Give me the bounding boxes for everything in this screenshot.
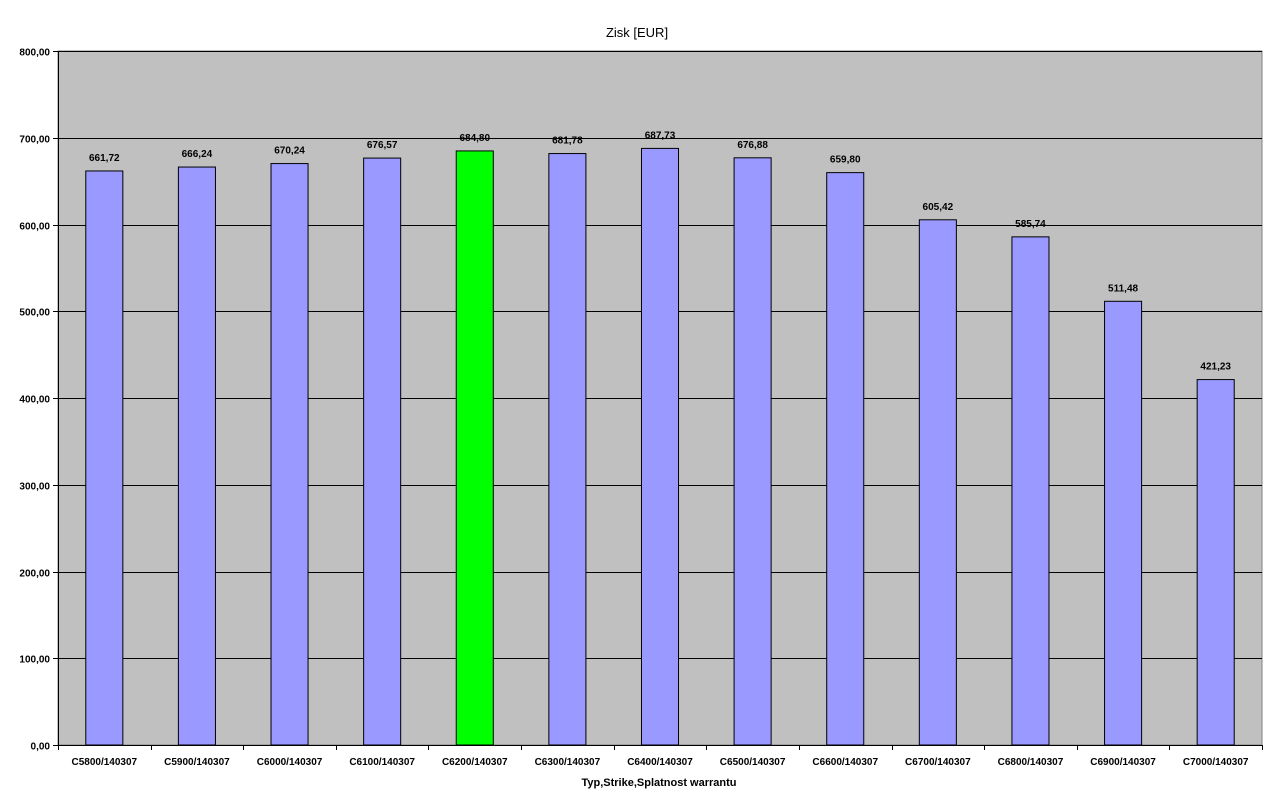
data-label: 661,72	[89, 153, 120, 164]
bar-c6000-140307	[270, 163, 309, 746]
bar-c6700-140307	[918, 219, 957, 746]
data-label: 676,57	[367, 140, 398, 151]
data-label: 666,24	[182, 149, 213, 160]
bar-c7000-140307	[1196, 379, 1235, 746]
data-label: 511,48	[1108, 283, 1138, 294]
x-tick-label: C6500/140307	[720, 757, 786, 768]
x-tick-label: C6200/140307	[442, 757, 508, 768]
x-tick-label: C6100/140307	[349, 757, 415, 768]
x-tick-label: C6700/140307	[905, 757, 971, 768]
data-label: 676,88	[737, 140, 768, 151]
bar-c6900-140307	[1104, 300, 1143, 746]
bar-c6300-140307	[548, 153, 587, 746]
x-tick-label: C6000/140307	[257, 757, 323, 768]
y-tick-label: 200,00	[19, 569, 50, 580]
y-tick-label: 500,00	[19, 308, 50, 319]
y-tick-label: 0,00	[31, 742, 51, 753]
bar-c6600-140307	[826, 172, 865, 746]
bar-c5800-140307	[85, 170, 124, 746]
y-axis: 0,00 100,00 200,00 300,00 400,00 500,00 600,00…	[19, 48, 59, 753]
y-tick-label: 300,00	[19, 482, 50, 493]
y-tick-label: 400,00	[19, 395, 50, 406]
x-tick-label: C6900/140307	[1090, 757, 1156, 768]
chart-title: Zisk [EUR]	[606, 25, 668, 40]
y-tick-label: 600,00	[19, 222, 50, 233]
bar-c5900-140307	[177, 166, 216, 746]
data-label: 687,73	[645, 130, 676, 141]
data-label: 605,42	[923, 202, 954, 213]
x-tick-label: C6600/140307	[812, 757, 878, 768]
bars-group: 661,72 666,24 670,24 676,57 684,80 681,78 687,…	[85, 130, 1235, 746]
data-label: 670,24	[274, 146, 305, 157]
x-tick-label: C6800/140307	[998, 757, 1064, 768]
y-tick-label: 800,00	[19, 48, 50, 59]
y-tick-label: 100,00	[19, 655, 50, 666]
x-tick-label: C5900/140307	[164, 757, 230, 768]
data-label: 659,80	[830, 155, 861, 166]
x-tick-label: C6400/140307	[627, 757, 693, 768]
data-label: 585,74	[1015, 219, 1046, 230]
x-axis: C5800/140307 C5900/140307 C6000/140307 C610…	[58, 745, 1263, 768]
bar-c6800-140307	[1011, 236, 1050, 746]
x-tick-label: C6300/140307	[535, 757, 601, 768]
bar-c6200-140307	[455, 150, 494, 746]
data-label: 681,78	[552, 136, 583, 147]
x-tick-label: C5800/140307	[71, 757, 137, 768]
x-tick-label: C7000/140307	[1183, 757, 1249, 768]
data-label: 421,23	[1200, 362, 1231, 373]
bar-c6100-140307	[363, 157, 402, 746]
bar-c6400-140307	[640, 147, 680, 746]
x-axis-title: Typ,Strike,Splatnost warrantu	[581, 777, 736, 789]
bar-c6500-140307	[733, 157, 772, 746]
data-label: 684,80	[459, 133, 490, 144]
y-tick-label: 700,00	[19, 135, 50, 146]
